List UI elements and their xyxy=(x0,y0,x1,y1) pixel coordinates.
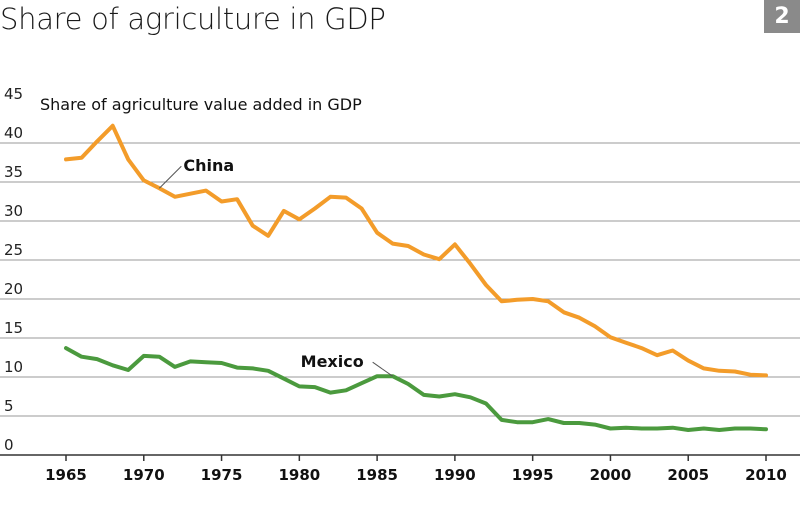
x-tick-label-1970: 1970 xyxy=(123,466,165,484)
chart-subtitle: Share of agriculture value added in GDP xyxy=(40,95,362,114)
x-tick-label-1965: 1965 xyxy=(45,466,87,484)
y-axis-ticks: 0 5 10 15 20 25 30 35 40 45 xyxy=(4,85,23,454)
x-axis-ticks: 1965 1970 1975 1980 1985 1990 1995 2000 2005 2010 xyxy=(45,455,787,484)
y-tick-label-45: 45 xyxy=(4,85,23,103)
x-tick-label-1985: 1985 xyxy=(356,466,398,484)
figure-number-badge: 2 xyxy=(764,0,800,33)
chart-title: Share of agriculture in GDP xyxy=(0,2,386,36)
x-tick-label-1975: 1975 xyxy=(201,466,243,484)
y-tick-label-40: 40 xyxy=(4,124,23,142)
y-tick-label-5: 5 xyxy=(4,397,14,415)
x-tick-label-2000: 2000 xyxy=(590,466,632,484)
y-tick-label-30: 30 xyxy=(4,202,23,220)
y-tick-label-0: 0 xyxy=(4,436,14,454)
china-label-leader-line xyxy=(158,165,182,189)
y-tick-label-10: 10 xyxy=(4,358,23,376)
grid-lines xyxy=(0,142,800,456)
y-tick-label-15: 15 xyxy=(4,319,23,337)
x-tick-label-1980: 1980 xyxy=(278,466,320,484)
x-tick-label-2010: 2010 xyxy=(745,466,787,484)
china-series-line xyxy=(64,123,768,378)
series-lines xyxy=(64,123,768,432)
mexico-series-label: Mexico xyxy=(301,352,364,371)
x-tick-label-2005: 2005 xyxy=(667,466,709,484)
y-tick-label-25: 25 xyxy=(4,241,23,259)
y-tick-label-20: 20 xyxy=(4,280,23,298)
series-labels: China Mexico xyxy=(158,156,393,377)
x-tick-label-1995: 1995 xyxy=(512,466,554,484)
china-series-label: China xyxy=(183,156,234,175)
y-tick-label-35: 35 xyxy=(4,163,23,181)
mexico-series-line xyxy=(64,346,768,432)
x-tick-label-1990: 1990 xyxy=(434,466,476,484)
mexico-label-leader-line xyxy=(372,361,393,377)
